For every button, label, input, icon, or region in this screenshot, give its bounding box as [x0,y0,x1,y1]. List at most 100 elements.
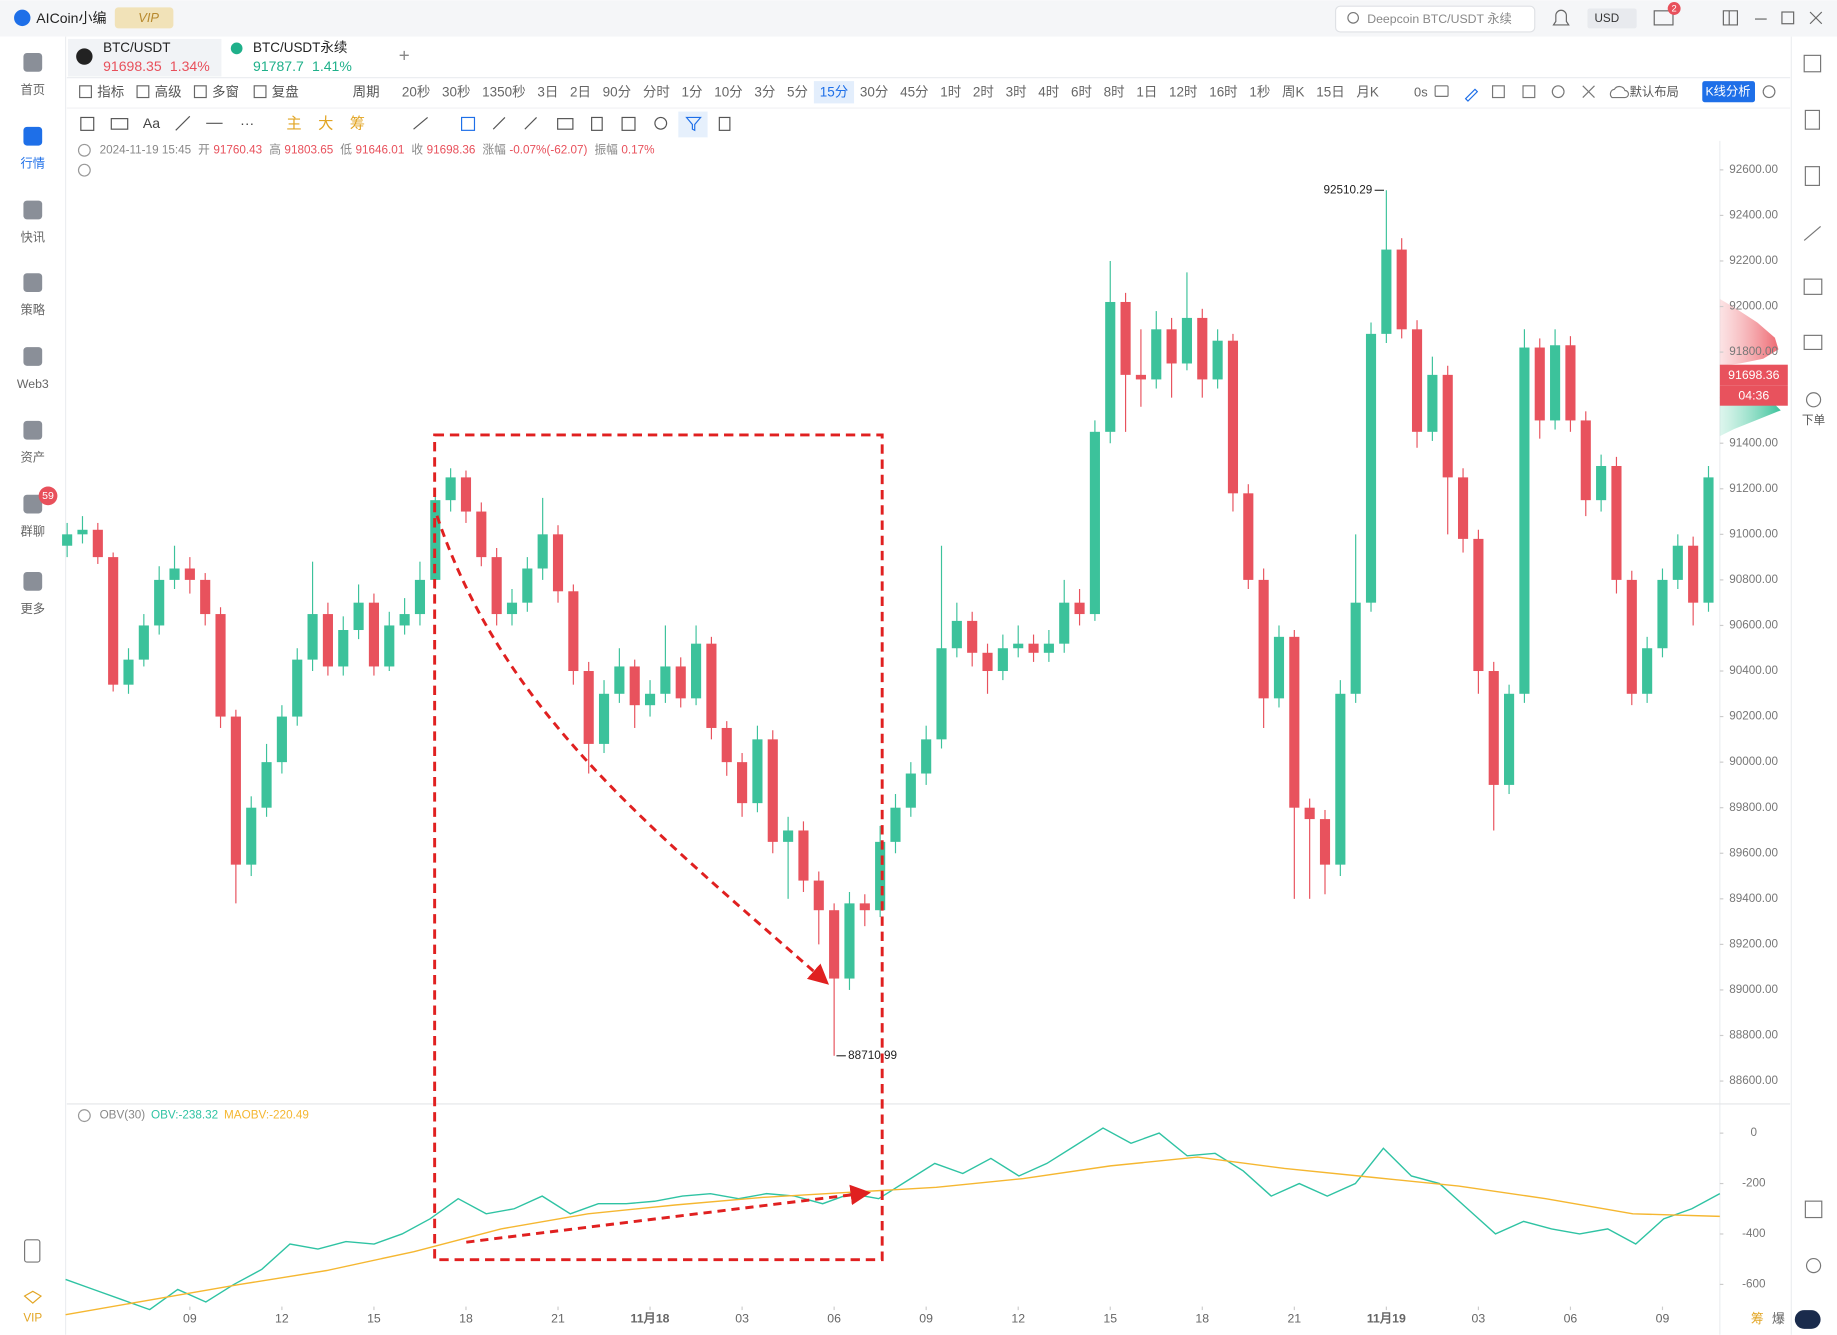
period-option[interactable]: 15日 [1316,84,1344,99]
period-option[interactable]: 1时 [940,84,961,99]
panel-icon[interactable] [1804,166,1821,186]
period-option[interactable]: 30分 [860,84,888,99]
period-option[interactable]: 1分 [682,84,703,99]
period-option[interactable]: 周K [1282,84,1304,99]
phone-icon[interactable] [24,1239,41,1263]
assistant-icon[interactable] [1794,1310,1821,1329]
sidebar-icon[interactable] [23,494,43,514]
draw-tool[interactable] [461,116,476,131]
draw-tool[interactable] [654,116,668,130]
panel-icon[interactable] [1803,54,1822,73]
draw-tool[interactable] [621,116,636,131]
period-option[interactable]: 月K [1356,84,1378,99]
corner-label[interactable]: 爆 [1772,1311,1785,1326]
analysis-button[interactable] [1702,81,1755,103]
period-menu[interactable]: 周期 [353,84,380,99]
panel-icon[interactable] [1803,278,1823,295]
more-tools[interactable]: ··· [240,115,254,131]
period-option[interactable]: 20秒 [402,84,430,99]
panel-icon[interactable] [1803,334,1823,351]
tab-active[interactable] [67,38,222,77]
sidebar-icon[interactable] [23,126,43,146]
draw-tool-label[interactable]: 筹 [350,115,365,132]
maximize[interactable] [1781,11,1795,25]
settings-icon[interactable] [1551,85,1565,99]
panel-icon[interactable] [1804,109,1821,130]
draw-tool[interactable] [80,116,95,131]
panel-icon[interactable] [1805,392,1822,408]
tool-label[interactable]: 指标 [97,84,124,99]
panel-icon[interactable] [1803,225,1821,241]
corner-label[interactable]: 筹 [1751,1311,1764,1326]
draw-tool-label[interactable]: 大 [318,115,333,132]
draw-tool[interactable] [413,117,428,130]
tool-icon[interactable] [1491,85,1505,99]
tool-label[interactable]: 高级 [155,83,182,99]
vip-icon[interactable] [23,1290,43,1304]
period-option[interactable]: 1秒 [1249,84,1270,99]
period-option[interactable]: 分时 [643,84,670,99]
sidebar-icon[interactable] [23,420,43,440]
filter-icon[interactable] [685,116,702,132]
window-icon[interactable] [1722,10,1739,26]
tool-label[interactable]: 复盘 [272,83,299,99]
period-option[interactable]: 2时 [973,84,994,99]
period-option[interactable]: 1日 [1136,84,1157,99]
period-option[interactable]: 2日 [570,84,591,99]
sidebar-icon[interactable] [23,273,43,293]
expand-icon[interactable] [77,163,91,177]
period-option[interactable]: 6时 [1071,84,1092,99]
draw-tool[interactable] [492,117,506,130]
period-option[interactable]: 3时 [1006,84,1027,99]
draw-tool[interactable] [557,118,574,130]
panel-icon[interactable] [1805,1257,1822,1274]
tool-label[interactable]: 多窗 [212,83,239,99]
period-option[interactable]: 1350秒 [482,84,525,99]
sidebar-label[interactable]: 首页 [20,83,45,97]
sidebar-label[interactable]: 更多 [20,602,45,616]
period-option[interactable]: 4时 [1038,84,1059,99]
camera-icon[interactable] [1434,85,1449,97]
text-tool[interactable]: Aa [143,115,160,131]
sidebar-icon[interactable] [23,572,43,591]
period-option[interactable]: 3分 [754,84,775,99]
collapse-icon[interactable] [77,1109,91,1123]
add-tab[interactable]: + [399,44,410,65]
draw-tool-label[interactable]: 主 [286,115,301,132]
pen-icon[interactable] [1464,88,1479,102]
period-option[interactable]: 10分 [714,84,742,99]
fullscreen-icon[interactable] [1582,85,1595,98]
sidebar-label[interactable]: 策略 [20,302,45,317]
bell-icon[interactable] [1552,9,1570,26]
period-option[interactable]: 45分 [900,84,928,99]
currency-select[interactable] [1587,8,1637,29]
cloud-icon[interactable] [1609,85,1630,99]
tool-icon[interactable] [1522,85,1536,99]
layout-label[interactable]: 默认布局 [1630,84,1679,99]
sidebar-label[interactable]: Web3 [17,377,49,391]
period-option[interactable]: 30秒 [442,84,470,99]
draw-tool[interactable] [591,116,603,131]
sidebar-icon[interactable] [23,53,43,72]
period-option[interactable]: 12时 [1169,84,1197,99]
trash-icon[interactable] [718,116,731,131]
order-label[interactable]: 下单 [1802,414,1826,427]
draw-tool[interactable] [524,117,537,130]
collapse-icon[interactable] [77,143,91,157]
share-icon[interactable] [1762,85,1776,99]
sidebar-vip[interactable]: VIP [23,1311,42,1324]
sidebar-icon[interactable] [23,347,43,366]
tab-symbol[interactable]: BTC/USDT永续 [253,40,347,55]
period-option[interactable]: 3日 [537,84,558,99]
sidebar-label[interactable]: 快讯 [20,230,45,244]
close[interactable] [1809,11,1823,25]
search-box[interactable] [1334,5,1536,33]
period-option[interactable]: 15分 [820,84,848,99]
tab-symbol[interactable]: BTC/USDT [103,40,170,55]
vip-badge[interactable] [114,7,174,29]
sidebar-label[interactable]: 行情 [20,157,45,171]
sidebar-label[interactable]: 资产 [20,451,45,465]
draw-tool[interactable] [175,115,191,131]
sidebar-label[interactable]: 群聊 [20,524,45,538]
period-option[interactable]: 90分 [603,84,631,99]
